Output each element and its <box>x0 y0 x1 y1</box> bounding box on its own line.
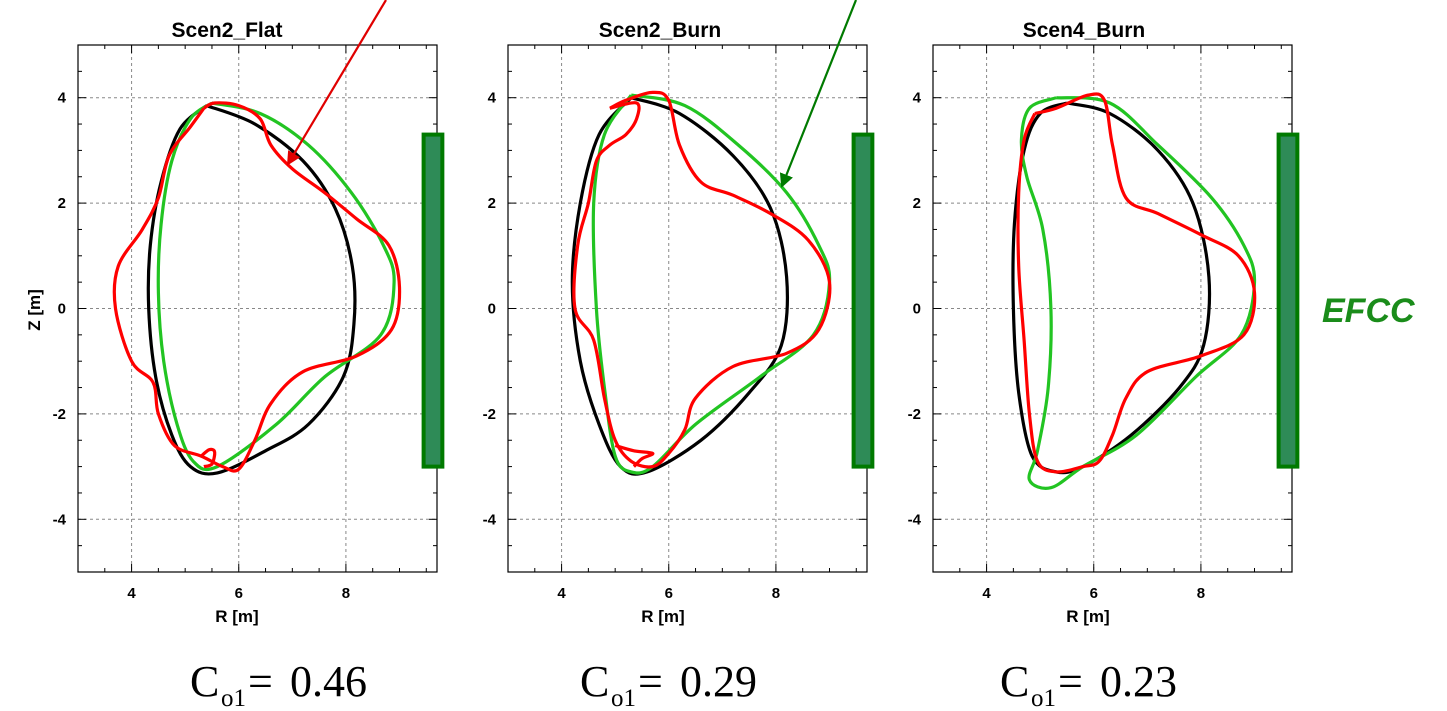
panel-2-xlabel: R [m] <box>641 607 684 626</box>
panel-1-coefficient: C o1 = 0.46 <box>190 657 367 711</box>
y-tick-label: -2 <box>53 406 66 423</box>
panel-1-grid <box>78 45 437 572</box>
panel-3-ticks: 4 6 8 -4 -2 0 2 4 <box>908 44 1292 602</box>
panel-3-curves <box>1011 92 1257 490</box>
y-tick-label: 2 <box>913 195 921 212</box>
x-tick-label: 6 <box>665 585 673 602</box>
panel-1-title: Scen2_Flat <box>172 19 283 42</box>
svg-text:=: = <box>638 657 663 706</box>
x-tick-label: 4 <box>557 585 566 602</box>
boundary-curve-black <box>146 104 357 476</box>
boundary-curve-red <box>614 443 655 468</box>
x-tick-label: 4 <box>127 585 136 602</box>
svg-text:o1: o1 <box>611 685 636 711</box>
panel-3-coefficient: C o1 = 0.23 <box>1000 657 1177 711</box>
y-tick-label: -4 <box>53 511 67 528</box>
y-tick-label: 0 <box>58 301 66 318</box>
panel-2-grid <box>508 45 867 572</box>
panel-2-curves <box>570 90 832 476</box>
panel-1-efcc-coil <box>421 132 445 469</box>
efcc-label: EFCC <box>1322 292 1415 330</box>
y-tick-label: 2 <box>488 195 496 212</box>
svg-text:C: C <box>190 657 219 706</box>
x-tick-label: 8 <box>342 585 350 602</box>
x-tick-label: 6 <box>235 585 243 602</box>
y-tick-label: 4 <box>913 90 922 107</box>
x-tick-label: 4 <box>982 585 991 602</box>
boundary-curve-green <box>1019 96 1257 490</box>
panel-2-coefficient-value: 0.29 <box>680 657 757 706</box>
panel-1-xlabel: R [m] <box>215 607 258 626</box>
boundary-curve-green <box>156 101 396 472</box>
y-tick-label: 0 <box>913 301 921 318</box>
svg-text:C: C <box>1000 657 1029 706</box>
svg-text:=: = <box>1058 657 1083 706</box>
panel-2: Scen2_Burn 4 6 8 -4 -2 0 2 4 R [m] C o1 = 0.29 <box>483 19 875 711</box>
boundary-curve-green <box>591 93 832 475</box>
x-tick-label: 8 <box>772 585 780 602</box>
boundary-curve-red <box>1016 92 1257 474</box>
svg-text:C: C <box>580 657 609 706</box>
panel-1-ylabel: Z [m] <box>25 289 44 331</box>
boundary-curve-red <box>112 101 402 473</box>
panel-2-title: Scen2_Burn <box>599 19 722 42</box>
panel-3-efcc-coil <box>1276 132 1300 469</box>
panel-3-grid <box>933 45 1292 572</box>
panel-3-xlabel: R [m] <box>1066 607 1109 626</box>
boundary-curve-red <box>572 90 832 469</box>
panel-2-coefficient: C o1 = 0.29 <box>580 657 757 711</box>
svg-text:o1: o1 <box>221 685 246 711</box>
panel-1-coefficient-value: 0.46 <box>290 657 367 706</box>
panel-3-title: Scen4_Burn <box>1023 19 1146 42</box>
panel-3-coefficient-value: 0.23 <box>1100 657 1177 706</box>
boundary-curve-red <box>200 447 217 469</box>
panel-1-curves <box>112 101 402 476</box>
y-tick-label: -2 <box>908 406 921 423</box>
panel-2-efcc-coil <box>851 132 875 469</box>
y-tick-label: -2 <box>483 406 496 423</box>
y-tick-label: 4 <box>58 90 67 107</box>
svg-text:o1: o1 <box>1031 685 1056 711</box>
red-pointer-arrow <box>286 0 387 166</box>
y-tick-label: 2 <box>58 195 66 212</box>
y-tick-label: 4 <box>488 90 497 107</box>
y-tick-label: -4 <box>483 511 497 528</box>
boundary-curve-black <box>570 96 790 476</box>
panel-1: Scen2_Flat 4 6 8 -4 -2 0 2 4 R [m] Z [m] C o1 =… <box>25 19 445 711</box>
green-pointer-arrow <box>779 0 858 188</box>
y-tick-label: 0 <box>488 301 496 318</box>
panel-3: Scen4_Burn 4 6 8 -4 -2 0 2 4 R [m] C o1 = 0.23 <box>908 19 1300 711</box>
panel-1-ticks: 4 6 8 -4 -2 0 2 4 <box>53 44 437 602</box>
svg-text:=: = <box>248 657 273 706</box>
x-tick-label: 6 <box>1090 585 1098 602</box>
x-tick-label: 8 <box>1197 585 1205 602</box>
y-tick-label: -4 <box>908 511 922 528</box>
